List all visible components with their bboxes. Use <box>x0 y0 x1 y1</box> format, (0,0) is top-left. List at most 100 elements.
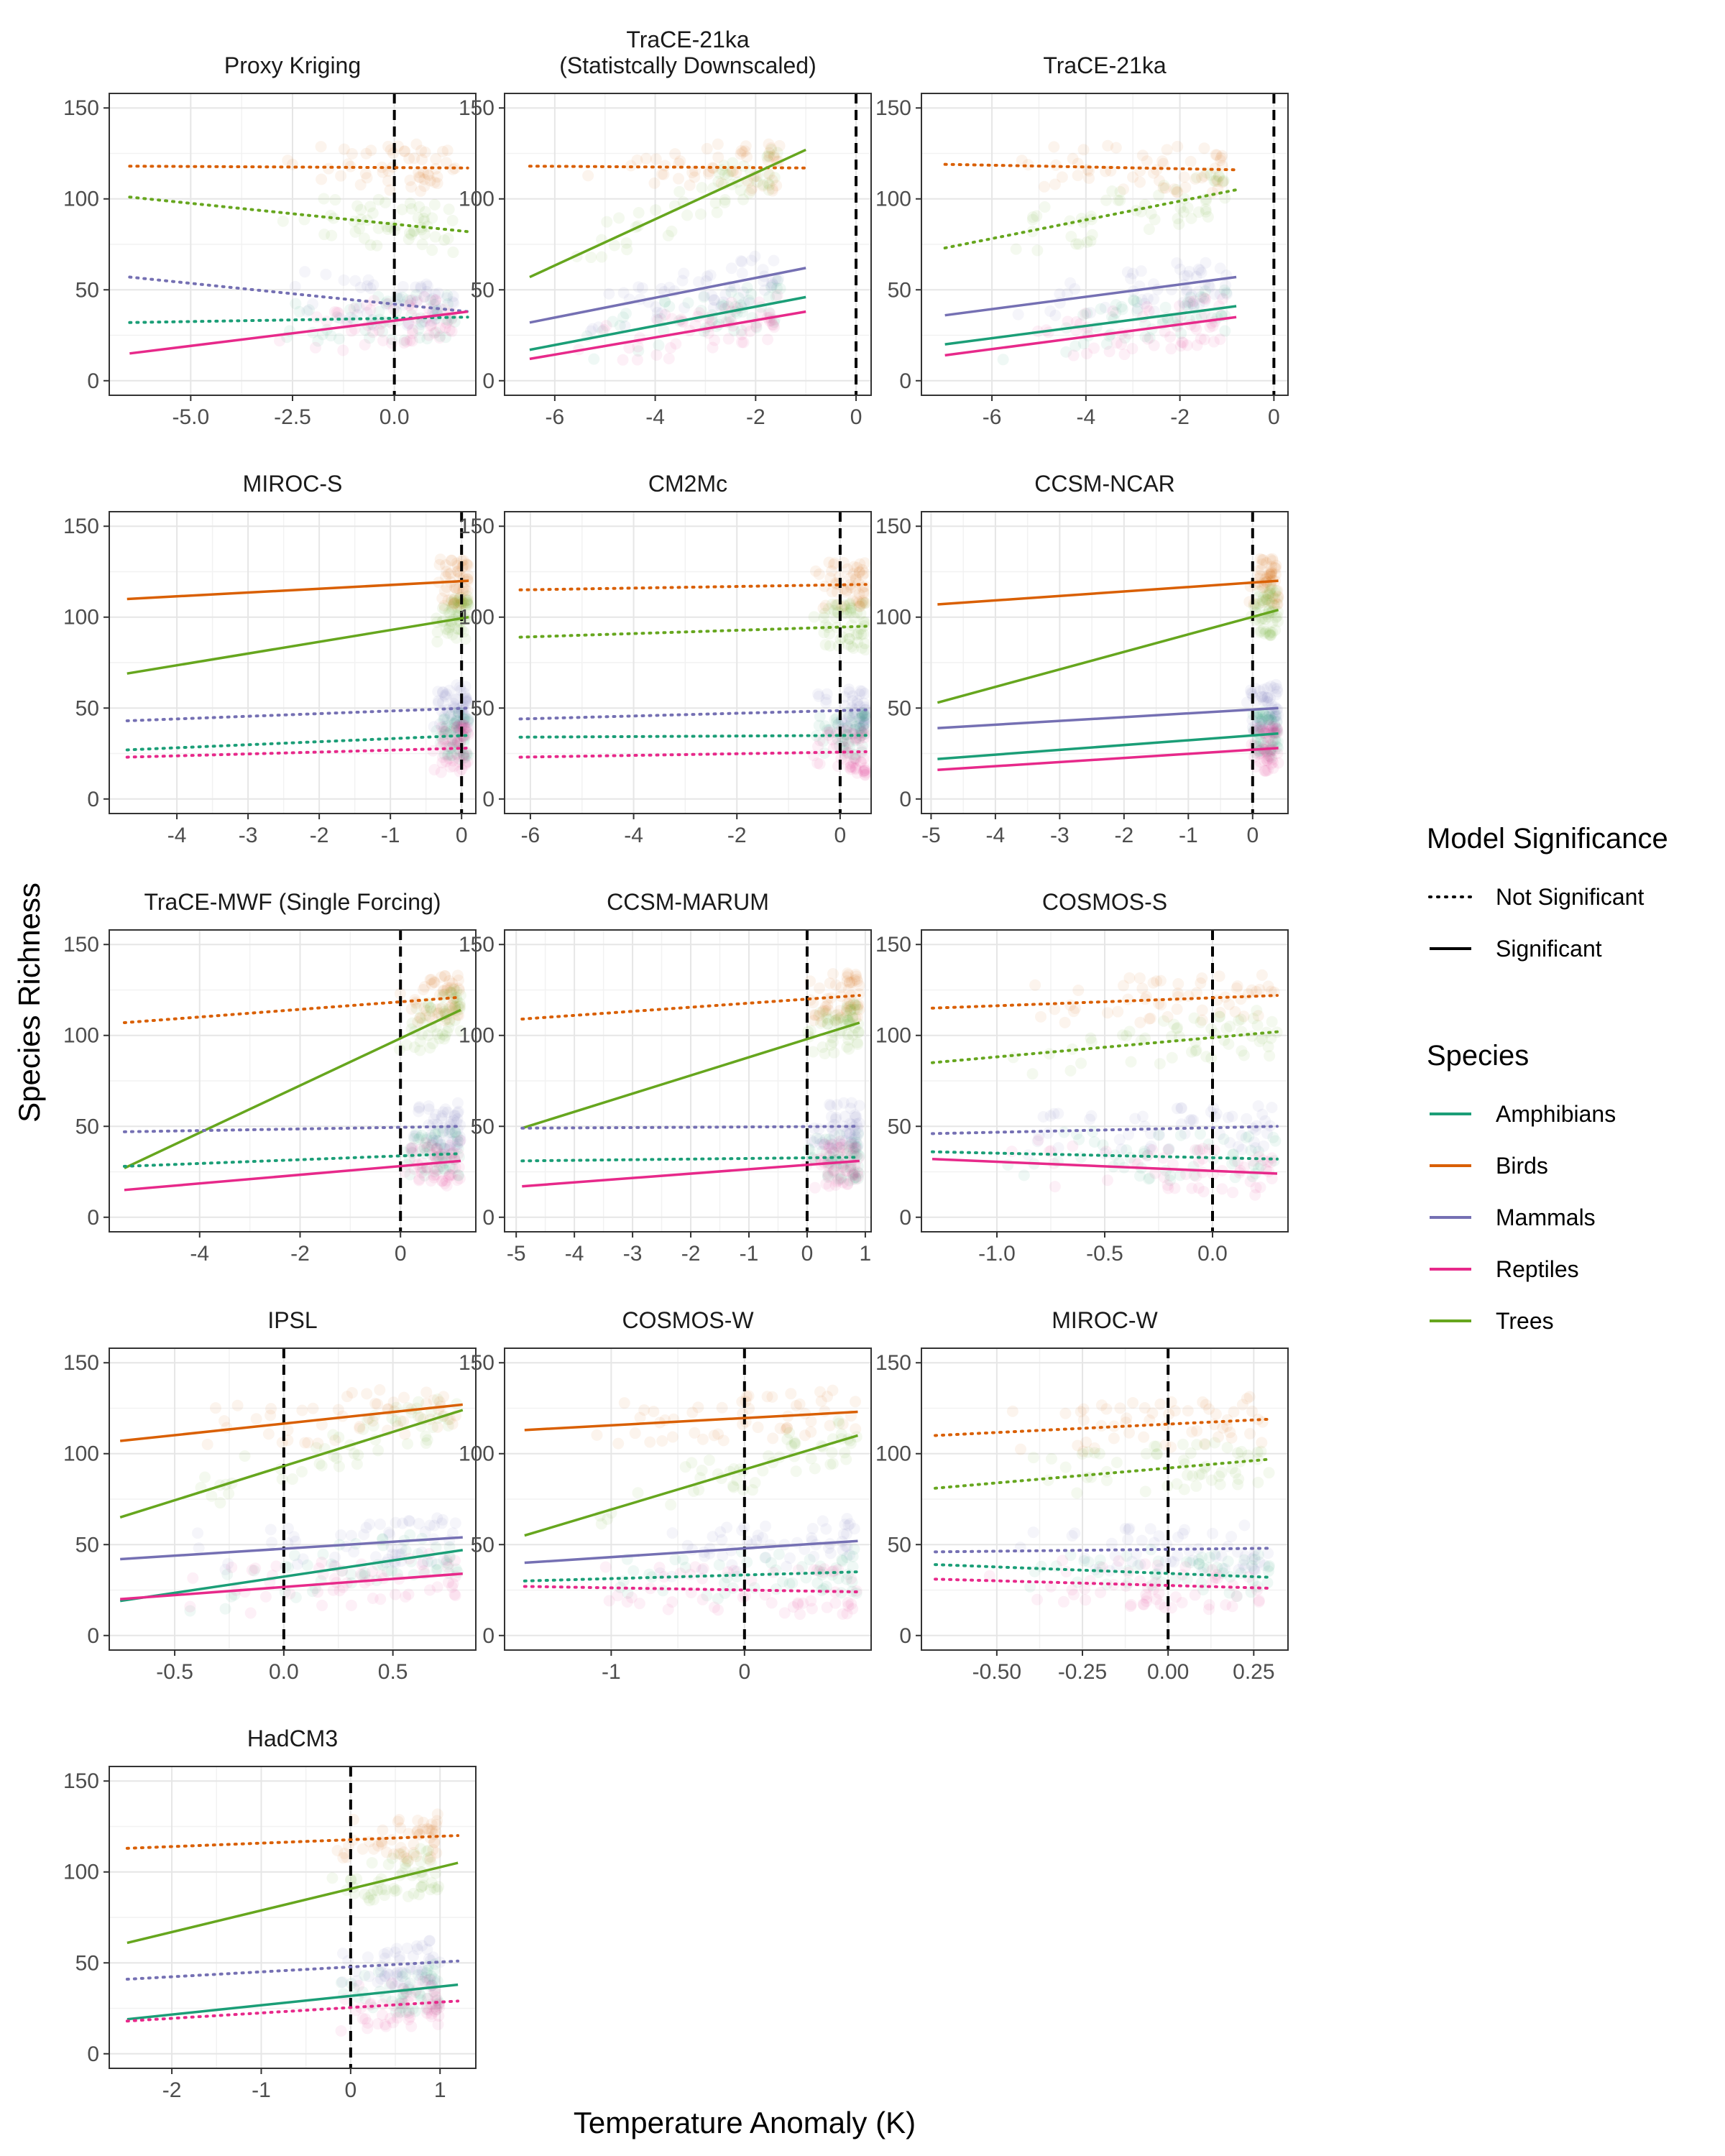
data-point-reptiles <box>1265 1156 1277 1169</box>
data-point-reptiles <box>226 1561 238 1573</box>
data-point-reptiles <box>1066 1584 1078 1596</box>
data-point-amphibians <box>448 724 461 737</box>
data-point-trees <box>1100 194 1113 206</box>
data-point-amphibians <box>446 750 459 762</box>
legend-title-significance: Model Significance <box>1427 823 1668 854</box>
data-point-reptiles <box>446 1148 458 1160</box>
data-point-amphibians <box>1164 1174 1177 1187</box>
data-point-birds <box>851 1011 863 1023</box>
data-point-reptiles <box>1216 1183 1228 1195</box>
data-point-reptiles <box>736 336 748 349</box>
data-point-trees <box>845 1004 857 1016</box>
data-point-trees <box>819 1048 831 1060</box>
data-point-mammals <box>436 1514 448 1526</box>
data-point-birds <box>1100 1403 1113 1415</box>
data-point-reptiles <box>1262 752 1274 765</box>
data-point-trees <box>1253 614 1265 627</box>
data-point-trees <box>372 222 385 234</box>
data-point-amphibians <box>770 290 782 303</box>
data-point-reptiles <box>410 296 423 308</box>
data-point-mammals <box>1251 711 1263 724</box>
data-point-trees <box>763 184 775 196</box>
data-point-trees <box>1182 1469 1194 1481</box>
data-point-mammals <box>1193 298 1205 310</box>
data-point-amphibians <box>1209 1548 1221 1560</box>
data-point-trees <box>1269 586 1282 599</box>
data-point-reptiles <box>852 1170 864 1182</box>
data-point-trees <box>461 597 473 609</box>
data-point-trees <box>679 1461 691 1473</box>
data-point-mammals <box>419 1526 431 1538</box>
data-point-birds <box>1198 142 1210 155</box>
data-point-amphibians <box>597 325 609 337</box>
data-point-trees <box>1010 243 1022 255</box>
data-point-reptiles <box>454 735 466 747</box>
data-point-trees <box>364 239 377 252</box>
data-point-trees <box>325 209 337 221</box>
data-point-mammals <box>765 280 778 292</box>
data-point-reptiles <box>849 1141 861 1153</box>
y-tick-label: 50 <box>888 1115 911 1138</box>
data-point-amphibians <box>1119 332 1131 344</box>
data-point-trees <box>436 602 448 614</box>
y-tick-label: 100 <box>63 1024 99 1048</box>
data-point-amphibians <box>404 1169 416 1181</box>
data-point-mammals <box>1184 1115 1196 1127</box>
data-point-amphibians <box>845 1161 857 1173</box>
data-point-trees <box>386 1412 398 1424</box>
data-point-trees <box>1205 169 1217 181</box>
data-point-amphibians <box>774 282 786 295</box>
data-point-birds <box>1198 1438 1210 1450</box>
data-point-mammals <box>435 1139 447 1151</box>
data-point-trees <box>298 213 310 226</box>
data-point-reptiles <box>823 1180 835 1192</box>
data-point-mammals <box>361 280 373 292</box>
data-point-reptiles <box>1261 747 1273 759</box>
data-point-reptiles <box>385 2012 397 2024</box>
data-point-birds <box>1254 553 1266 565</box>
data-point-birds <box>419 146 431 158</box>
data-point-trees <box>428 1881 441 1894</box>
data-point-mammals <box>707 302 719 314</box>
data-point-mammals <box>844 1128 856 1141</box>
data-point-reptiles <box>449 1554 461 1567</box>
data-point-trees <box>1114 185 1126 198</box>
data-point-trees <box>431 1028 443 1040</box>
data-point-birds <box>393 1813 405 1825</box>
data-point-birds <box>344 160 356 172</box>
data-point-mammals <box>1256 721 1268 733</box>
data-point-birds <box>250 1413 262 1425</box>
trend-line-birds <box>126 579 469 601</box>
data-point-amphibians <box>1251 724 1264 737</box>
data-point-mammals <box>848 724 860 736</box>
y-tick-label: 150 <box>459 1351 494 1375</box>
data-point-trees <box>1269 599 1281 612</box>
data-point-mammals <box>1154 1129 1166 1141</box>
data-point-mammals <box>750 1534 763 1547</box>
data-point-birds <box>1271 598 1284 610</box>
x-tick-label: -2.5 <box>274 405 311 429</box>
data-point-birds <box>819 580 831 592</box>
data-point-reptiles <box>1250 1181 1262 1194</box>
data-point-amphibians <box>451 714 463 727</box>
data-point-birds <box>774 1422 786 1434</box>
data-point-mammals <box>807 1136 819 1148</box>
data-point-mammals <box>828 1129 840 1141</box>
data-point-mammals <box>726 1559 738 1571</box>
data-point-mammals <box>427 292 439 305</box>
data-point-birds <box>356 1843 369 1855</box>
panel-title: COSMOS-W <box>622 1307 754 1333</box>
data-point-amphibians <box>1251 711 1264 723</box>
data-point-birds <box>841 1004 853 1016</box>
data-point-reptiles <box>1174 340 1187 352</box>
data-point-birds <box>1102 139 1114 152</box>
data-point-mammals <box>386 1548 398 1560</box>
data-point-amphibians <box>743 294 755 306</box>
data-point-birds <box>448 594 460 606</box>
data-point-birds <box>1080 1436 1092 1448</box>
data-point-reptiles <box>599 1561 612 1573</box>
data-point-amphibians <box>822 1169 834 1181</box>
data-point-amphibians <box>814 1560 827 1572</box>
data-point-amphibians <box>732 292 745 304</box>
data-point-amphibians <box>1251 1580 1264 1593</box>
